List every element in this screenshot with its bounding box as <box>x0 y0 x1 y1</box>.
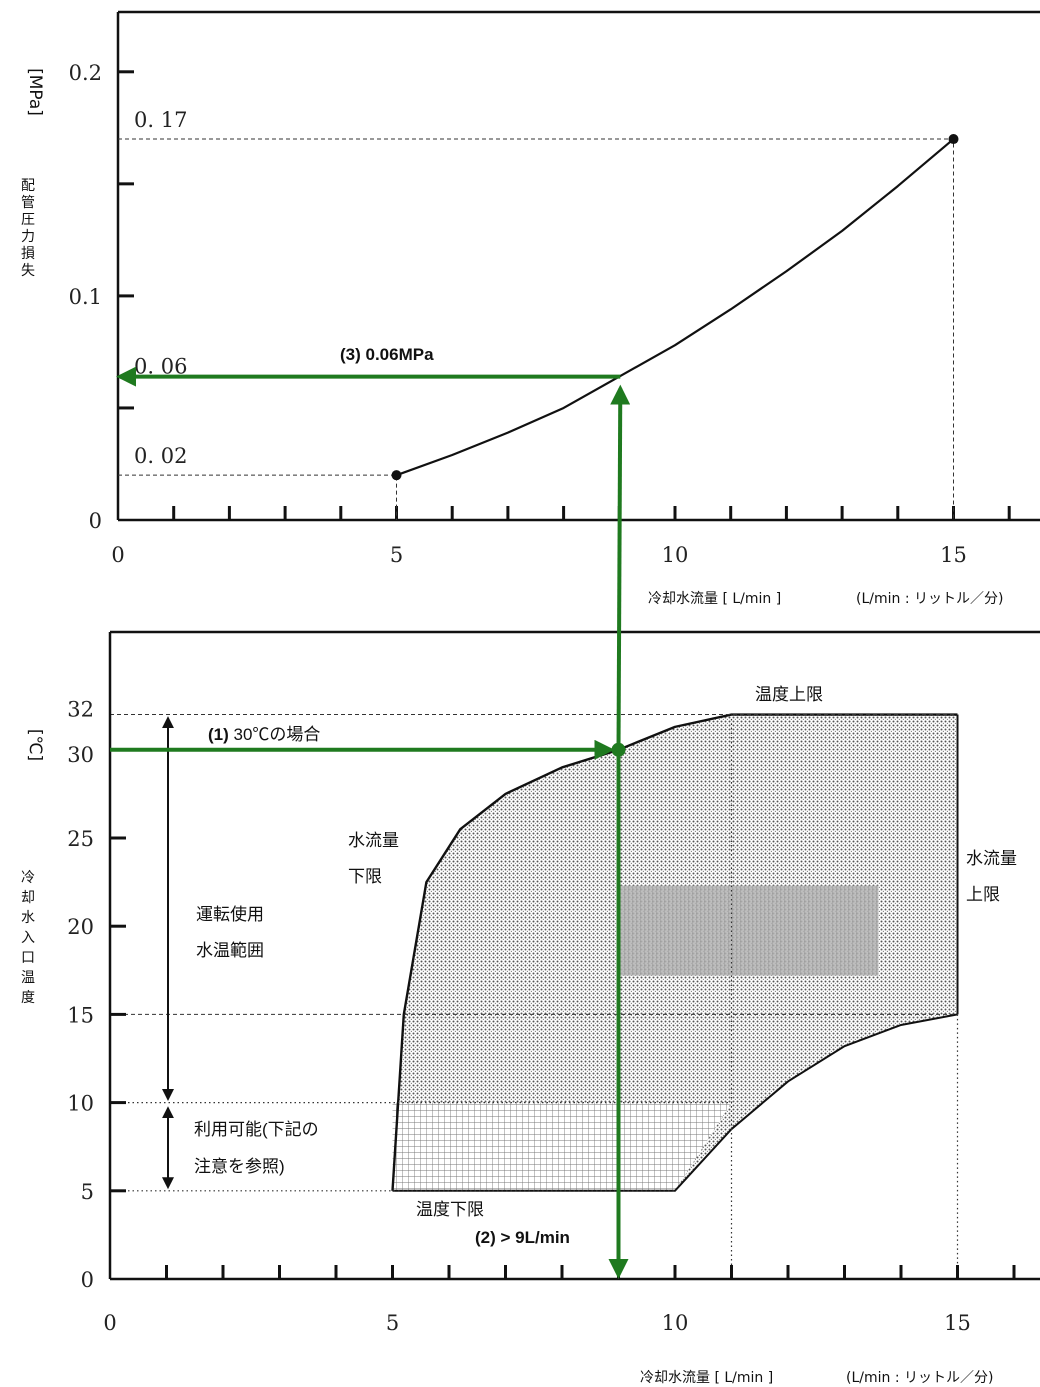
operating-range-label-1: 運転使用 <box>196 904 264 924</box>
top-reference-value-label: 0. 02 <box>134 444 187 468</box>
top-series <box>391 134 959 481</box>
usable-range-label-2: 注意を参照) <box>194 1157 285 1176</box>
top-y-tick-label: 0.2 <box>69 61 102 85</box>
curve-end-point <box>948 134 959 145</box>
bottom-y-label-char: 入 <box>21 930 35 946</box>
operating-region <box>391 713 959 1192</box>
upper-boundary-curve <box>391 713 958 1191</box>
bottom-y-tick-label: 30 <box>67 743 94 767</box>
top-y-label-char: 力 <box>21 229 35 245</box>
bottom-y-label-char: 度 <box>21 990 35 1006</box>
top-x-axis-note: (L/min : リットル／分) <box>856 591 1003 607</box>
top-y-axis-label: 配管圧力損失 <box>21 178 35 279</box>
bottom-x-tick-label: 15 <box>944 1311 971 1335</box>
top-x-axis-label: 冷却水流量 [ L/min ] <box>648 591 781 607</box>
pressure-loss-curve <box>396 138 955 477</box>
top-y-label-char: 圧 <box>21 212 35 228</box>
bottom-y-label-char: 冷 <box>21 870 35 886</box>
bottom-y-tick-label: 25 <box>67 827 94 851</box>
top-reference-value-label: 0. 17 <box>134 108 187 132</box>
bottom-y-axis-label: 冷却水入口温度 <box>21 870 35 1006</box>
bottom-y-unit: [℃] <box>25 729 45 761</box>
top-reference-labels: 0. 02 0. 06 0. 17 <box>134 108 187 468</box>
ref-line-0-02 <box>118 474 397 520</box>
top-y-label-char: 配 <box>21 178 35 194</box>
top-x-tick-label: 10 <box>662 543 689 567</box>
bottom-y-label-char: 水 <box>21 910 35 926</box>
bottom-y-label-char: 口 <box>21 950 35 966</box>
annotation-9lmin: (2) > 9L/min <box>475 1228 570 1247</box>
curve-start-point <box>391 470 402 481</box>
bottom-y-tick-label: 15 <box>67 1003 94 1027</box>
top-y-tick-label: 0 <box>89 509 102 533</box>
top-y-tick-label: 0.1 <box>69 285 102 309</box>
temp-lower-label: 温度下限 <box>416 1200 484 1219</box>
usable-range-label-1: 利用可能(下記の <box>194 1120 319 1139</box>
top-y-label-char: 失 <box>21 263 35 279</box>
top-reference-lines <box>118 138 954 520</box>
top-tick-labels: 0 5 10 15 0 0.1 0.2 <box>69 61 967 567</box>
top-x-tick-label: 15 <box>940 543 967 567</box>
operating-range-label-2: 水温範囲 <box>196 941 264 960</box>
bottom-x-tick-label: 0 <box>103 1311 116 1335</box>
top-y-label-char: 管 <box>21 195 35 211</box>
usable-region-fill <box>392 1102 732 1191</box>
bottom-tick-labels: 0 5 10 15 0 5 10 15 20 25 30 32 <box>67 698 971 1335</box>
pressure-loss-chart: 0 5 10 15 0 0.1 0.2 0. 02 0. 06 0. 17 [MPa] 配管圧力… <box>21 10 1040 607</box>
bottom-x-tick-label: 10 <box>662 1311 689 1335</box>
bottom-y-tick-label: 20 <box>67 915 94 939</box>
bottom-y-label-char: 温 <box>21 970 35 986</box>
flow-upper-label-2: 上限 <box>966 885 1000 904</box>
flow-lower-label-1: 水流量 <box>348 831 399 850</box>
top-x-tick-label: 0 <box>111 543 124 567</box>
temp-upper-label: 温度上限 <box>755 685 823 704</box>
bottom-y-label-char: 却 <box>21 890 35 906</box>
bottom-reference-lines <box>110 714 959 1279</box>
bottom-y-tick-label: 10 <box>67 1092 94 1116</box>
bottom-x-tick-label: 5 <box>386 1311 399 1335</box>
flow-upper-label-1: 水流量 <box>966 849 1017 868</box>
reading-guide-arrows <box>110 366 631 1279</box>
shaded-band <box>618 885 879 976</box>
top-axes <box>116 10 1040 522</box>
ref-line-0-17 <box>118 138 954 520</box>
annotation-30c-text: 30℃の場合 <box>229 725 321 744</box>
annotation-30c-number: (1) <box>208 725 229 744</box>
top-x-tick-label: 5 <box>390 543 403 567</box>
top-annotation-0-06mpa: (3) 0.06MPa <box>340 345 434 364</box>
top-reference-value-label: 0. 06 <box>134 355 187 379</box>
bottom-axes <box>108 630 1040 1281</box>
bottom-x-axis-note: (L/min : リットル／分) <box>846 1370 993 1386</box>
top-y-unit: [MPa] <box>25 68 45 116</box>
guide-arrow-up-to-curve <box>610 384 631 750</box>
lower-boundary-curve <box>392 1013 958 1192</box>
bottom-y-tick-label: 32 <box>67 698 94 722</box>
bottom-y-tick-label: 5 <box>81 1180 94 1204</box>
bottom-y-tick-label: 0 <box>81 1268 94 1292</box>
bottom-x-axis-label: 冷却水流量 [ L/min ] <box>640 1370 773 1386</box>
top-y-label-char: 損 <box>21 246 35 262</box>
inlet-temperature-chart: 0 5 10 15 0 5 10 15 20 25 30 32 [℃] 冷却水入口温度 冷却水流量 [… <box>21 630 1040 1386</box>
annotation-30c-case: (1) 30℃の場合 <box>208 725 320 744</box>
flow-lower-label-2: 下限 <box>348 867 382 886</box>
